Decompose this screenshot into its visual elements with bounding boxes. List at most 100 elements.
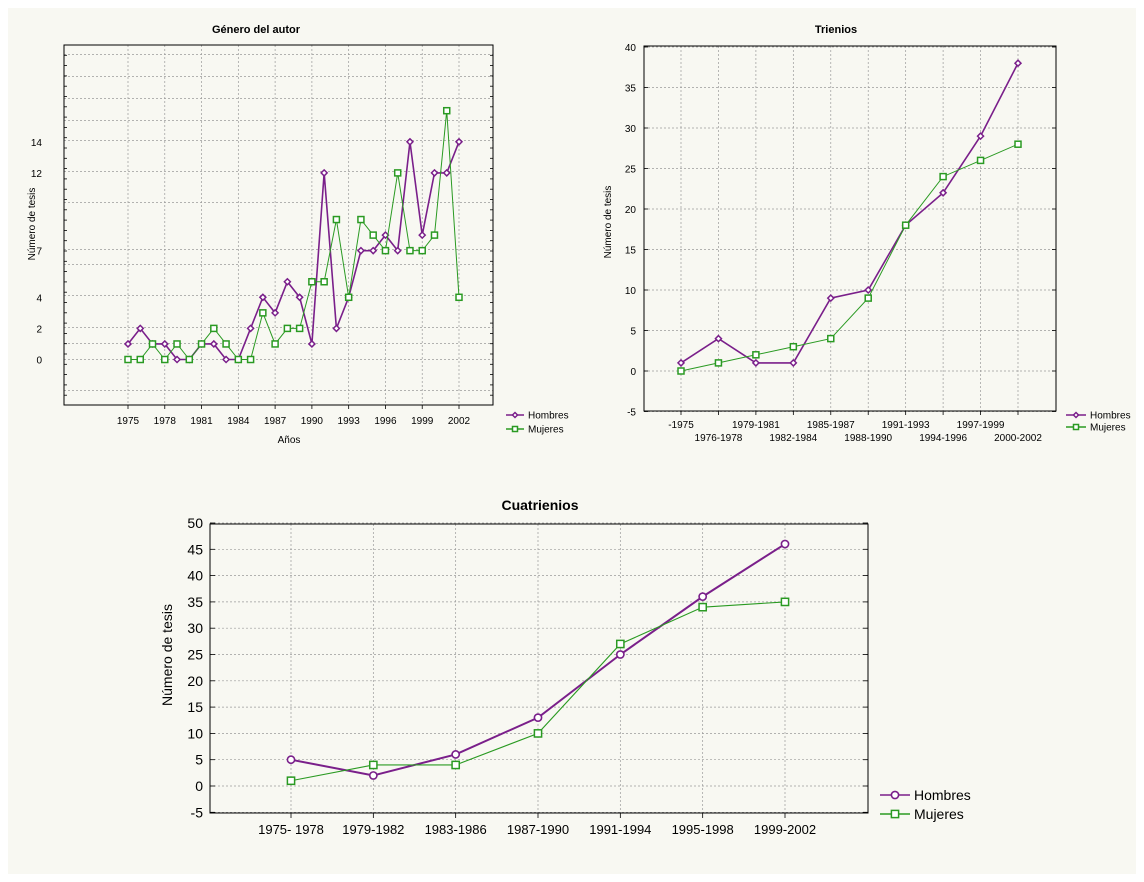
y-tick-label: 15 [187,699,203,715]
data-point-mujeres [136,355,145,364]
data-point-hombres [405,137,415,146]
data-point-mujeres [393,169,402,177]
x-tick-label: 1991-1994 [589,822,651,837]
y-tick-label: 4 [36,293,42,304]
x-tick-label: 1991-1993 [882,420,930,431]
x-tick-label: 1990 [301,416,324,427]
data-point-hombres [714,334,723,343]
data-point-mujeres [368,760,378,770]
data-point-mujeres [789,342,798,351]
y-tick-label: 40 [625,43,637,54]
data-point-mujeres [1014,140,1022,148]
y-tick-label: 14 [31,138,43,149]
data-point-hombres [369,246,378,255]
series-line-hombres [680,62,1019,364]
y-tick-label: 0 [630,367,636,378]
x-tick-label: -1975 [668,420,694,431]
data-point-mujeres [332,215,341,224]
y-tick-label: 30 [625,124,637,135]
legend-marker-hombres [890,790,900,800]
data-point-hombres [939,188,948,197]
x-tick-label: 1985-1987 [807,420,855,431]
chart2-ylabel: Número de tesis [603,186,614,259]
x-tick-label: 1981 [190,416,213,427]
legend-marker-mujeres [1072,423,1080,431]
data-point-hombres [789,358,798,367]
x-tick-label: 1995-1998 [672,822,734,837]
y-tick-label: -5 [191,804,204,820]
x-tick-label: 1997-1999 [957,420,1005,431]
y-tick-label: 12 [31,169,43,180]
data-point-mujeres [210,324,218,333]
chart1-xlabel: Años [278,435,301,446]
data-point-hombres [976,132,985,141]
legend-label-hombres: Hombres [528,411,569,422]
y-tick-label: 20 [187,673,203,689]
x-tick-label: 1979-1981 [732,420,780,431]
legend-label-mujeres: Mujeres [528,425,564,436]
y-tick-label: 50 [187,515,203,531]
y-tick-label: 15 [625,246,637,257]
plot-frame [209,523,869,814]
chart2-title: Trienios [815,24,857,36]
y-tick-label: 30 [187,620,203,636]
data-point-mujeres [148,340,157,348]
x-tick-label: 1999 [411,416,434,427]
y-tick-label: 10 [187,725,203,741]
data-point-hombres [320,168,329,177]
x-tick-label: 1988-1990 [844,433,892,444]
data-point-hombres [160,339,169,349]
series-line-hombres [127,141,460,361]
x-tick-label: 1984 [227,416,250,427]
data-point-hombres [368,771,378,780]
data-point-mujeres [864,294,872,302]
data-point-hombres [1013,59,1023,68]
data-point-hombres [454,137,464,146]
data-point-hombres [451,750,461,759]
figure-panel [8,8,1136,874]
chart1-ylabel: Número de tesis [27,188,38,261]
legend-label-mujeres: Mujeres [1090,423,1126,434]
x-tick-label: 1983-1986 [425,822,487,837]
data-point-mujeres [271,340,279,348]
x-tick-label: 1987-1990 [507,822,569,837]
y-tick-label: 40 [187,568,203,584]
y-tick-label: 10 [625,286,637,297]
data-point-mujeres [283,324,292,333]
data-point-mujeres [308,278,316,286]
legend-marker-mujeres [890,809,900,819]
x-tick-label: 2002 [448,416,471,427]
y-tick-label: 7 [36,247,42,258]
y-tick-label: 5 [630,327,636,338]
x-tick-label: 1993 [338,416,361,427]
series-line-mujeres [128,110,460,361]
data-point-mujeres [259,309,267,317]
data-point-mujeres [295,324,304,333]
plot-frame [643,45,1057,412]
data-point-mujeres [406,246,414,255]
data-point-hombres [246,324,255,333]
data-point-hombres [864,285,873,295]
x-tick-label: 1994-1996 [919,433,967,444]
data-point-mujeres [533,729,543,738]
data-point-mujeres [430,231,439,239]
legend-label-hombres: Hombres [1090,411,1131,422]
y-tick-label: 20 [625,205,637,216]
y-tick-label: 0 [36,356,42,367]
x-tick-label: 1999-2002 [754,822,816,837]
data-point-hombres [751,358,760,367]
data-point-mujeres [286,776,296,786]
data-point-mujeres [677,367,685,375]
data-point-mujeres [344,293,353,302]
data-point-hombres [295,293,304,302]
data-point-hombres [283,277,292,286]
data-point-hombres [430,168,439,177]
data-point-hombres [172,355,182,364]
data-point-hombres [123,339,133,349]
data-point-hombres [356,246,365,255]
y-tick-label: 2 [36,324,42,335]
legend-marker-hombres [1072,411,1080,419]
data-point-mujeres [451,760,461,770]
